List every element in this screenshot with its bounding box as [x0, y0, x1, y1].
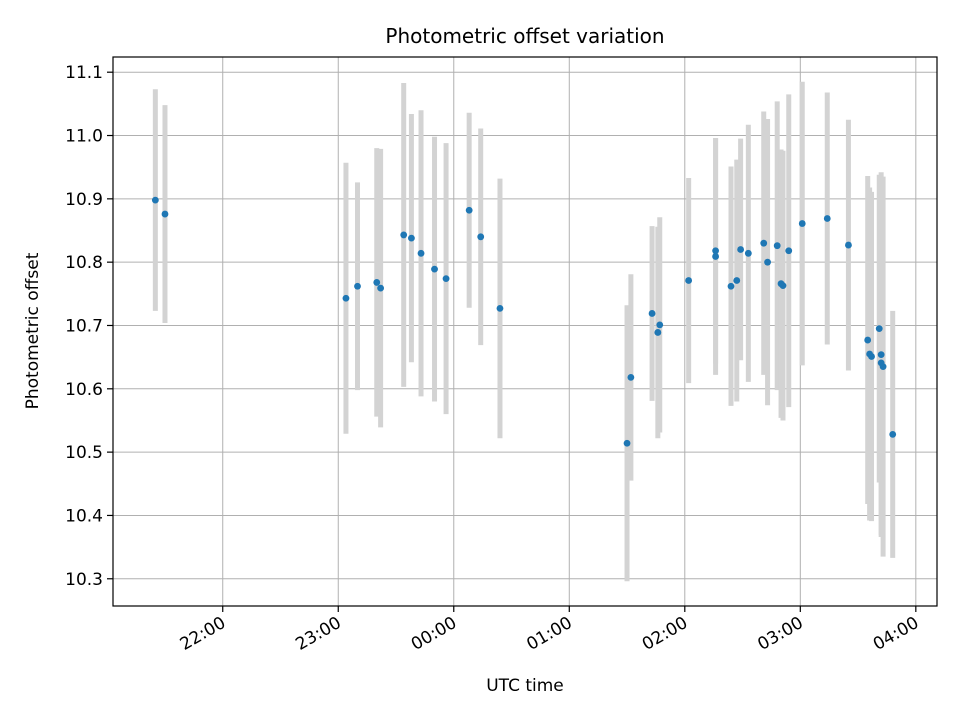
data-point: [623, 439, 631, 447]
data-point: [627, 374, 635, 381]
y-tick-label: 10.8: [65, 253, 103, 273]
y-tick-label: 11.0: [65, 127, 103, 147]
data-point: [889, 430, 897, 438]
data-point: [785, 247, 793, 255]
data-point: [161, 210, 169, 218]
data-point: [764, 258, 771, 266]
data-point: [648, 310, 656, 317]
y-tick-label: 10.3: [65, 570, 103, 590]
data-point: [656, 321, 664, 329]
data-point: [712, 247, 719, 255]
data-point: [408, 234, 415, 242]
data-point: [864, 336, 872, 344]
x-axis-title: UTC time: [486, 676, 564, 696]
y-tick-label: 10.7: [65, 316, 103, 336]
data-point: [465, 206, 473, 214]
data-point: [373, 279, 381, 286]
data-point: [798, 220, 806, 227]
data-point: [496, 304, 504, 312]
data-point: [779, 282, 787, 289]
data-point: [712, 253, 719, 260]
data-point: [879, 363, 887, 371]
data-point: [354, 282, 361, 290]
chart-title: Photometric offset variation: [385, 24, 664, 48]
plot-frame: [112, 56, 938, 607]
y-tick-label: 10.9: [65, 190, 103, 210]
data-point: [845, 241, 852, 249]
data-point: [760, 239, 768, 247]
data-point: [431, 265, 438, 273]
y-axis-title: Photometric offset: [23, 252, 43, 409]
data-point: [477, 233, 485, 241]
data-point: [151, 196, 159, 204]
y-tick-label: 10.5: [65, 443, 103, 463]
data-point: [377, 284, 385, 292]
data-point: [737, 246, 745, 253]
data-point: [875, 325, 883, 333]
data-point: [400, 231, 408, 239]
grid: [113, 57, 937, 606]
y-tick-label: 10.4: [65, 506, 103, 526]
data-point: [342, 294, 350, 302]
data-point: [442, 275, 450, 283]
data-point: [823, 215, 831, 222]
data-point: [868, 353, 875, 360]
data-point: [744, 249, 752, 257]
data-point: [685, 277, 693, 284]
data-point: [654, 329, 662, 336]
y-tick-label: 11.1: [65, 63, 103, 83]
data-point: [733, 277, 741, 284]
data-points: [151, 196, 897, 447]
data-point: [877, 351, 885, 359]
data-point: [727, 282, 735, 290]
data-point: [417, 249, 425, 257]
y-tick-label: 10.6: [65, 380, 103, 400]
data-point: [773, 242, 781, 250]
y-axis: 10.3 10.4 10.5 10.6 10.7 10.8 10.9 11.0 11.1: [65, 63, 113, 590]
